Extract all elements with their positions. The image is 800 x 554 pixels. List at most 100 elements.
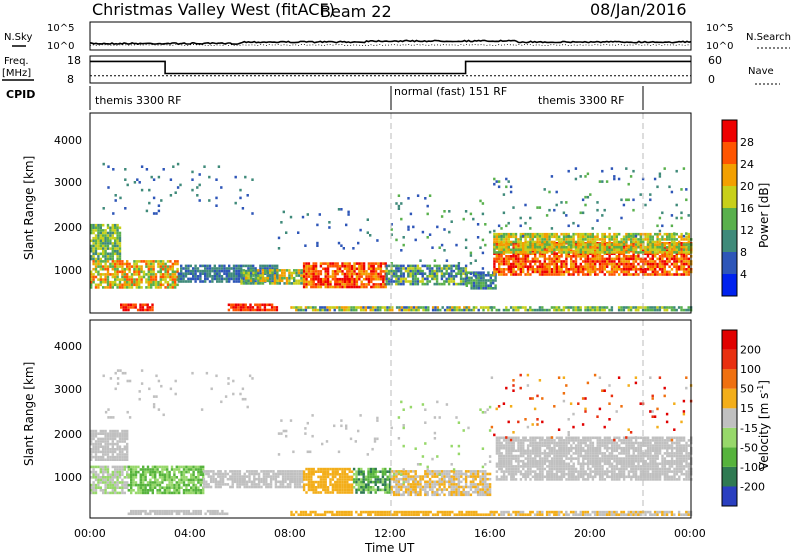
data-cell: [307, 475, 311, 479]
data-cell: [472, 284, 476, 287]
data-cell: [182, 468, 186, 471]
data-cell: [460, 480, 463, 484]
data-cell: [521, 234, 525, 238]
data-cell: [495, 251, 498, 254]
data-cell: [459, 277, 463, 281]
data-cell: [464, 246, 468, 249]
data-cell: [416, 277, 420, 281]
data-cell: [407, 483, 410, 486]
data-cell: [90, 239, 93, 243]
data-cell: [414, 485, 417, 489]
data-cell: [253, 475, 256, 478]
data-cell: [493, 273, 496, 276]
data-cell: [369, 467, 373, 471]
data-cell: [324, 272, 327, 276]
data-cell: [104, 453, 107, 456]
data-cell: [613, 273, 616, 276]
data-cell: [109, 239, 112, 243]
data-cell: [457, 485, 461, 489]
data-cell: [97, 229, 100, 232]
data-cell: [443, 267, 446, 270]
data-cell: [123, 465, 126, 469]
data-cell: [157, 280, 160, 284]
data-cell: [220, 280, 224, 283]
data-cell: [157, 209, 161, 213]
data-cell: [234, 308, 238, 312]
data-cell: [329, 483, 332, 486]
data-cell: [682, 257, 686, 261]
data-cell: [646, 248, 650, 252]
data-cell: [197, 468, 200, 471]
data-cell: [574, 232, 578, 236]
data-cell: [656, 273, 659, 276]
data-cell: [510, 235, 513, 239]
data-cell: [126, 483, 129, 487]
data-cell: [550, 243, 554, 246]
data-cell: [531, 235, 534, 239]
data-cell: [574, 268, 578, 271]
data-cell: [169, 283, 172, 287]
data-cell: [136, 178, 139, 181]
data-cell: [536, 235, 539, 239]
data-cell: [414, 488, 417, 491]
data-cell: [433, 264, 436, 268]
data-cell: [651, 273, 654, 276]
data-cell: [670, 262, 674, 266]
data-cell: [352, 306, 356, 309]
data-cell: [372, 467, 375, 471]
data-cell: [477, 308, 480, 312]
data-cell: [625, 255, 628, 258]
data-cell: [161, 468, 164, 471]
data-cell: [570, 273, 573, 276]
data-cell: [372, 272, 375, 276]
data-cell: [202, 491, 205, 495]
data-cell: [329, 285, 332, 289]
data-cell: [572, 245, 575, 249]
data-cell: [276, 264, 279, 268]
data-cell: [613, 238, 616, 241]
data-cell: [402, 470, 405, 473]
data-cell: [133, 283, 136, 287]
data-cell: [598, 260, 602, 263]
data-cell: [663, 268, 666, 271]
data-cell: [217, 485, 220, 489]
data-cell: [477, 274, 480, 277]
data-cell: [122, 306, 125, 309]
data-cell: [462, 272, 465, 275]
data-cell: [379, 272, 383, 276]
data-cell: [443, 485, 446, 489]
data-cell: [362, 267, 366, 271]
freq-unit-label: [MHz]: [2, 68, 31, 79]
data-cell: [298, 472, 302, 476]
data-cell: [411, 280, 415, 283]
data-cell: [353, 267, 356, 271]
data-cell: [419, 480, 422, 484]
data-cell: [149, 486, 152, 489]
data-cell: [166, 478, 169, 482]
data-cell: [127, 468, 130, 471]
data-cell: [194, 275, 197, 278]
data-cell: [565, 265, 568, 268]
data-cell: [558, 238, 561, 241]
data-cell: [228, 267, 231, 270]
data-cell: [384, 473, 387, 476]
data-cell: [625, 238, 628, 241]
data-cell: [634, 240, 638, 244]
data-cell: [591, 262, 594, 266]
data-cell: [208, 267, 212, 270]
data-cell: [431, 480, 434, 484]
data-cell: [111, 257, 114, 261]
data-cell: [180, 275, 183, 278]
data-cell: [493, 251, 496, 254]
data-cell: [174, 283, 177, 287]
data-cell: [92, 229, 95, 232]
data-cell: [382, 270, 385, 273]
data-cell: [213, 269, 216, 273]
data-cell: [649, 273, 652, 276]
data-cell: [367, 475, 370, 479]
nsky-tick-bottom: 10^0: [47, 41, 74, 52]
data-cell: [574, 252, 578, 255]
data-cell: [199, 473, 202, 476]
data-cell: [97, 476, 100, 479]
data-cell: [550, 260, 554, 263]
